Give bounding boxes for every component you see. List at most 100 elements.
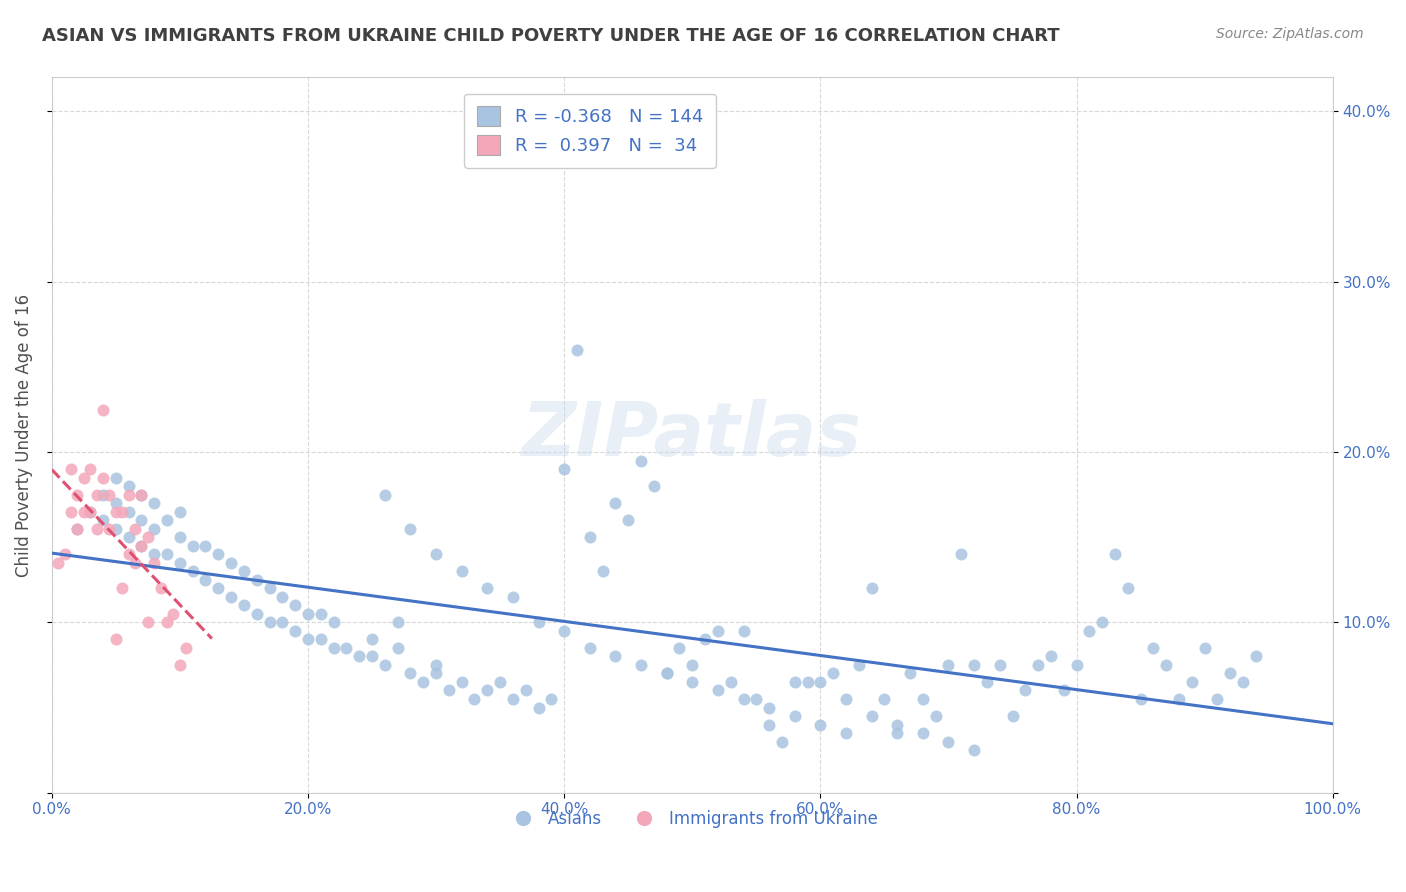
Point	[553, 462, 575, 476]
Point	[117, 530, 139, 544]
Point	[169, 505, 191, 519]
Point	[46, 556, 69, 570]
Point	[309, 632, 332, 647]
Point	[886, 717, 908, 731]
Point	[174, 640, 197, 655]
Point	[1168, 692, 1191, 706]
Point	[73, 470, 96, 484]
Point	[425, 666, 447, 681]
Point	[412, 675, 434, 690]
Point	[181, 564, 204, 578]
Point	[1091, 615, 1114, 630]
Y-axis label: Child Poverty Under the Age of 16: Child Poverty Under the Age of 16	[15, 293, 32, 576]
Point	[309, 607, 332, 621]
Point	[886, 726, 908, 740]
Point	[143, 547, 166, 561]
Point	[655, 666, 678, 681]
Point	[374, 657, 396, 672]
Point	[860, 709, 883, 723]
Point	[162, 607, 184, 621]
Point	[259, 582, 281, 596]
Point	[733, 692, 755, 706]
Point	[104, 522, 127, 536]
Point	[91, 488, 114, 502]
Point	[387, 615, 409, 630]
Point	[630, 657, 652, 672]
Point	[1181, 675, 1204, 690]
Point	[149, 582, 172, 596]
Text: ZIPatlas: ZIPatlas	[522, 399, 862, 472]
Point	[808, 717, 831, 731]
Point	[1039, 649, 1062, 664]
Point	[783, 709, 806, 723]
Point	[73, 505, 96, 519]
Point	[1142, 640, 1164, 655]
Point	[111, 505, 134, 519]
Point	[617, 513, 640, 527]
Point	[1219, 666, 1241, 681]
Point	[136, 530, 159, 544]
Point	[246, 573, 269, 587]
Point	[104, 496, 127, 510]
Point	[938, 657, 960, 672]
Point	[437, 683, 460, 698]
Point	[578, 640, 600, 655]
Point	[605, 649, 627, 664]
Point	[169, 530, 191, 544]
Point	[131, 513, 153, 527]
Point	[477, 683, 499, 698]
Point	[131, 539, 153, 553]
Point	[565, 343, 588, 357]
Point	[59, 505, 82, 519]
Point	[156, 615, 179, 630]
Point	[553, 624, 575, 638]
Point	[477, 582, 499, 596]
Point	[66, 488, 89, 502]
Point	[655, 666, 678, 681]
Point	[668, 640, 690, 655]
Point	[860, 582, 883, 596]
Point	[194, 573, 217, 587]
Point	[502, 590, 524, 604]
Point	[489, 675, 512, 690]
Point	[770, 734, 793, 748]
Point	[720, 675, 742, 690]
Point	[399, 666, 422, 681]
Point	[1116, 582, 1139, 596]
Point	[1014, 683, 1036, 698]
Point	[246, 607, 269, 621]
Point	[91, 513, 114, 527]
Point	[117, 488, 139, 502]
Point	[232, 564, 254, 578]
Point	[284, 624, 307, 638]
Point	[681, 657, 703, 672]
Point	[463, 692, 485, 706]
Point	[707, 624, 730, 638]
Point	[988, 657, 1011, 672]
Point	[848, 657, 870, 672]
Point	[527, 700, 550, 714]
Point	[219, 556, 242, 570]
Point	[297, 632, 319, 647]
Point	[131, 488, 153, 502]
Point	[131, 488, 153, 502]
Point	[131, 539, 153, 553]
Point	[169, 556, 191, 570]
Point	[758, 700, 780, 714]
Point	[540, 692, 562, 706]
Point	[835, 726, 858, 740]
Point	[53, 547, 76, 561]
Point	[143, 556, 166, 570]
Point	[207, 582, 229, 596]
Point	[1206, 692, 1229, 706]
Point	[335, 640, 357, 655]
Point	[693, 632, 716, 647]
Point	[1232, 675, 1254, 690]
Point	[322, 615, 344, 630]
Point	[758, 717, 780, 731]
Point	[733, 624, 755, 638]
Point	[104, 632, 127, 647]
Point	[66, 522, 89, 536]
Point	[605, 496, 627, 510]
Point	[143, 496, 166, 510]
